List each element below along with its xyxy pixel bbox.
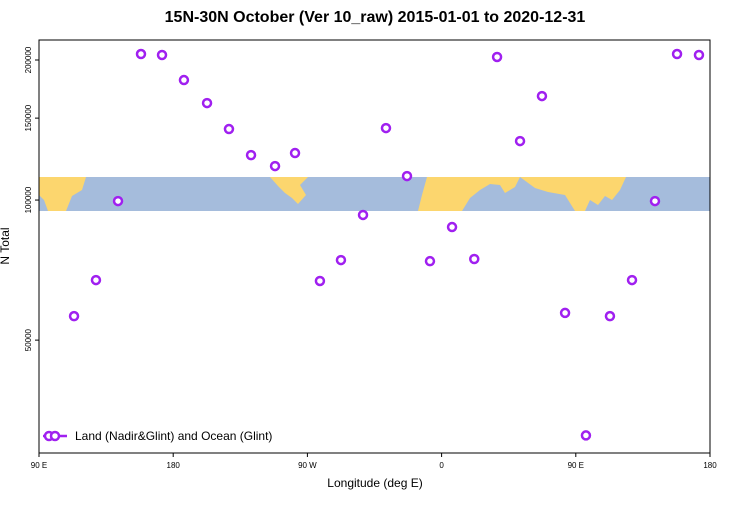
point bbox=[314, 275, 326, 287]
point bbox=[289, 147, 301, 159]
x-tick-label: 90 E bbox=[568, 461, 584, 470]
y-tick-label: 200000 bbox=[24, 46, 33, 73]
land bbox=[270, 177, 308, 204]
point bbox=[112, 195, 124, 207]
point bbox=[626, 274, 638, 286]
land bbox=[418, 177, 520, 211]
point bbox=[514, 135, 526, 147]
point bbox=[68, 310, 80, 322]
point bbox=[536, 90, 548, 102]
point bbox=[201, 97, 213, 109]
x-tick-label: 180 bbox=[167, 461, 181, 470]
point bbox=[245, 149, 257, 161]
x-tick-label: 0 bbox=[439, 461, 444, 470]
point bbox=[580, 430, 592, 441]
point bbox=[90, 274, 102, 286]
point bbox=[424, 255, 436, 267]
point bbox=[156, 49, 168, 61]
x-axis-label: Longitude (deg E) bbox=[327, 476, 422, 490]
chart-title: 15N-30N October (Ver 10_raw) 2015-01-01 … bbox=[165, 9, 586, 26]
point bbox=[469, 253, 480, 265]
land bbox=[520, 177, 626, 211]
plot-frame bbox=[38, 39, 711, 454]
y-tick-label: 100000 bbox=[24, 186, 33, 213]
x-tick-label: 180 bbox=[703, 461, 717, 470]
point bbox=[693, 49, 705, 61]
point bbox=[380, 122, 392, 134]
point bbox=[357, 209, 369, 221]
point bbox=[446, 221, 458, 233]
point bbox=[178, 74, 190, 86]
point bbox=[335, 254, 347, 266]
map-band bbox=[39, 177, 710, 211]
x-tick-label: 90 E bbox=[31, 461, 47, 470]
point bbox=[604, 310, 616, 322]
point bbox=[649, 195, 661, 207]
point bbox=[491, 51, 503, 63]
point bbox=[223, 123, 235, 135]
legend-label: Land (Nadir&Glint) and Ocean (Glint) bbox=[75, 429, 272, 443]
point bbox=[135, 48, 147, 60]
y-axis-label: N Total bbox=[0, 227, 12, 264]
land bbox=[39, 177, 86, 211]
point bbox=[401, 170, 413, 182]
point bbox=[671, 48, 683, 60]
y-tick-label: 150000 bbox=[24, 104, 33, 131]
point bbox=[559, 307, 571, 319]
point bbox=[269, 160, 281, 172]
legend-marker bbox=[49, 430, 61, 442]
y-tick-label: 50000 bbox=[24, 328, 33, 351]
x-tick-label: 90 W bbox=[298, 461, 317, 470]
